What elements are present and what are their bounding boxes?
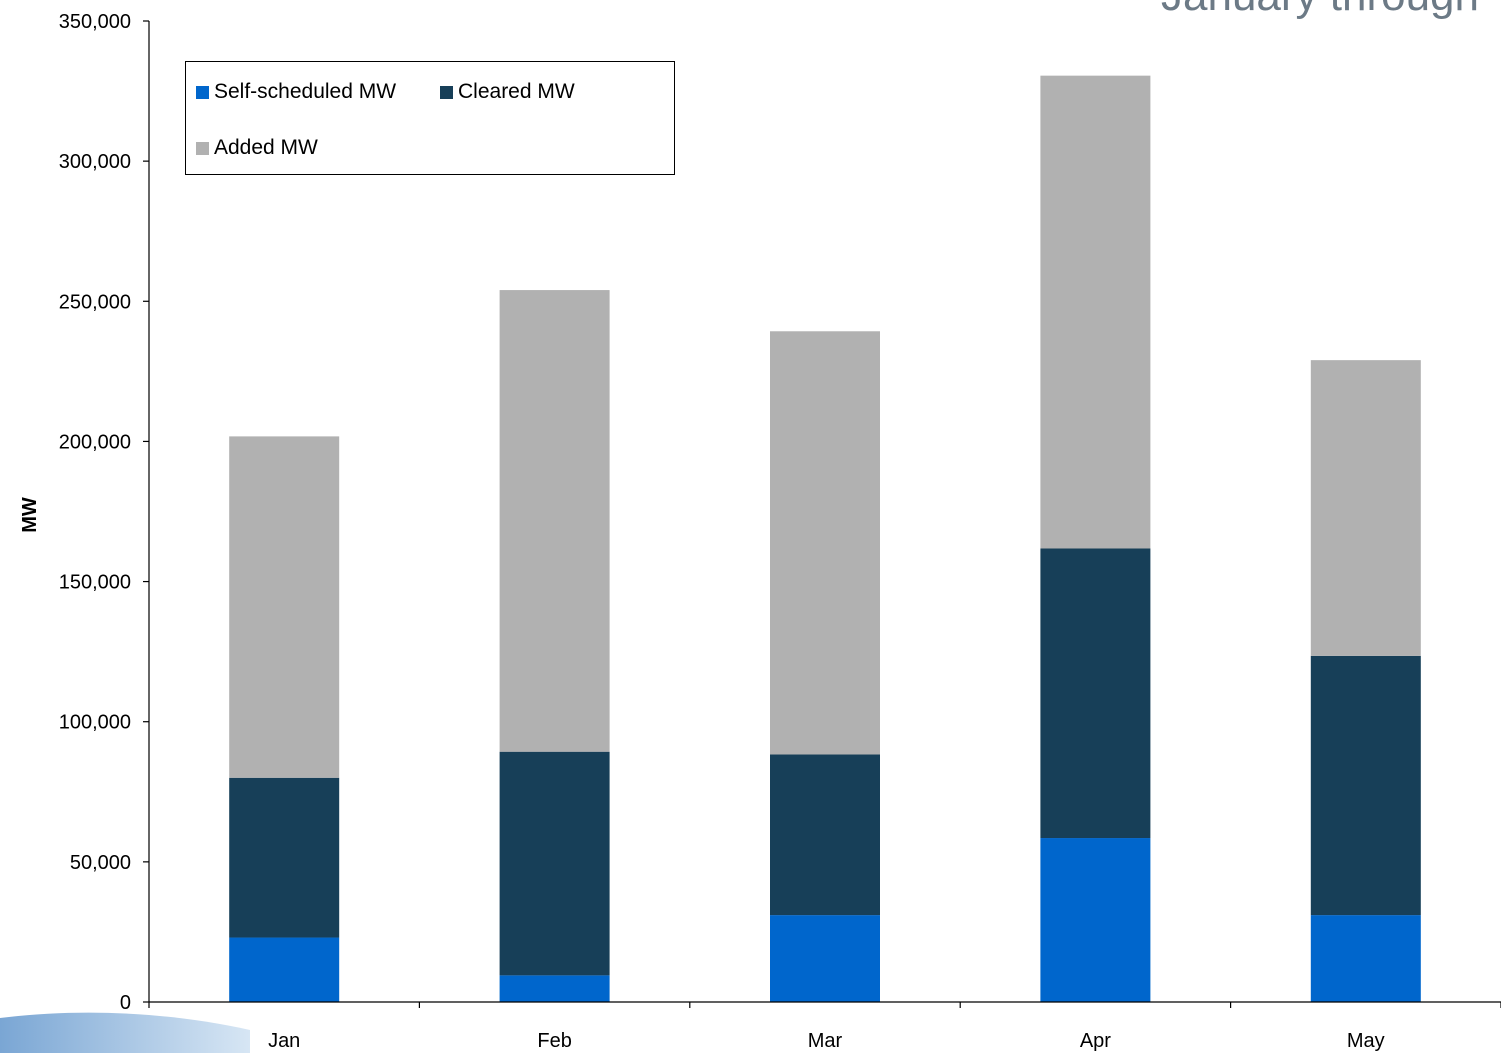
bar-mar-series-0	[770, 915, 880, 1002]
legend-label-self-scheduled: Self-scheduled MW	[214, 80, 397, 103]
bar-may-series-0	[1310, 915, 1421, 1002]
bar-may-series-1	[1310, 655, 1421, 916]
bar-may-series-2	[1310, 360, 1421, 656]
page-title: January through	[1161, 0, 1479, 18]
bars-group	[229, 75, 1421, 1002]
bar-apr-series-2	[1040, 75, 1151, 549]
bar-apr-series-1	[1040, 548, 1151, 839]
y-axis-label: MW	[19, 497, 41, 533]
y-tick-label: 50,000	[70, 852, 131, 874]
bar-jan-series-0	[229, 937, 340, 1002]
legend-swatch-self-scheduled	[196, 85, 209, 99]
y-tick-label: 100,000	[59, 712, 131, 734]
y-tick-label: 350,000	[59, 11, 131, 33]
x-tick-label: Apr	[1080, 1030, 1111, 1052]
legend-item-self-scheduled: Self-scheduled MW	[196, 80, 396, 104]
axes-group: Jan Feb Mar Apr May 0 50,000 100,000 150,000 200,…	[59, 11, 1501, 1052]
legend-swatch-added	[196, 141, 209, 155]
legend-swatch-cleared	[440, 85, 453, 99]
legend-item-cleared: Cleared MW	[440, 80, 575, 104]
bar-feb-series-1	[499, 751, 610, 976]
bar-feb-series-2	[499, 290, 610, 752]
legend: Self-scheduled MW Cleared MW Added MW	[185, 61, 675, 175]
bar-jan-series-1	[229, 777, 340, 938]
y-tick-label: 0	[120, 992, 131, 1014]
x-tick-label: Jan	[268, 1030, 300, 1052]
y-tick-label: 200,000	[59, 431, 131, 453]
y-tick-label: 150,000	[59, 572, 131, 594]
bar-jan-series-2	[229, 436, 340, 778]
bar-feb-series-0	[499, 975, 610, 1002]
bar-mar-series-1	[770, 754, 880, 916]
bar-apr-series-0	[1040, 838, 1151, 1002]
legend-label-cleared: Cleared MW	[458, 80, 575, 103]
y-tick-label: 250,000	[59, 291, 131, 313]
bar-mar-series-2	[770, 331, 880, 755]
legend-label-added: Added MW	[214, 136, 318, 159]
x-tick-label: Feb	[537, 1030, 571, 1052]
x-tick-label: May	[1347, 1030, 1385, 1052]
legend-item-added: Added MW	[196, 136, 318, 160]
decorative-swoosh	[0, 1012, 250, 1053]
y-tick-label: 300,000	[59, 151, 131, 173]
x-tick-label: Mar	[808, 1030, 843, 1052]
